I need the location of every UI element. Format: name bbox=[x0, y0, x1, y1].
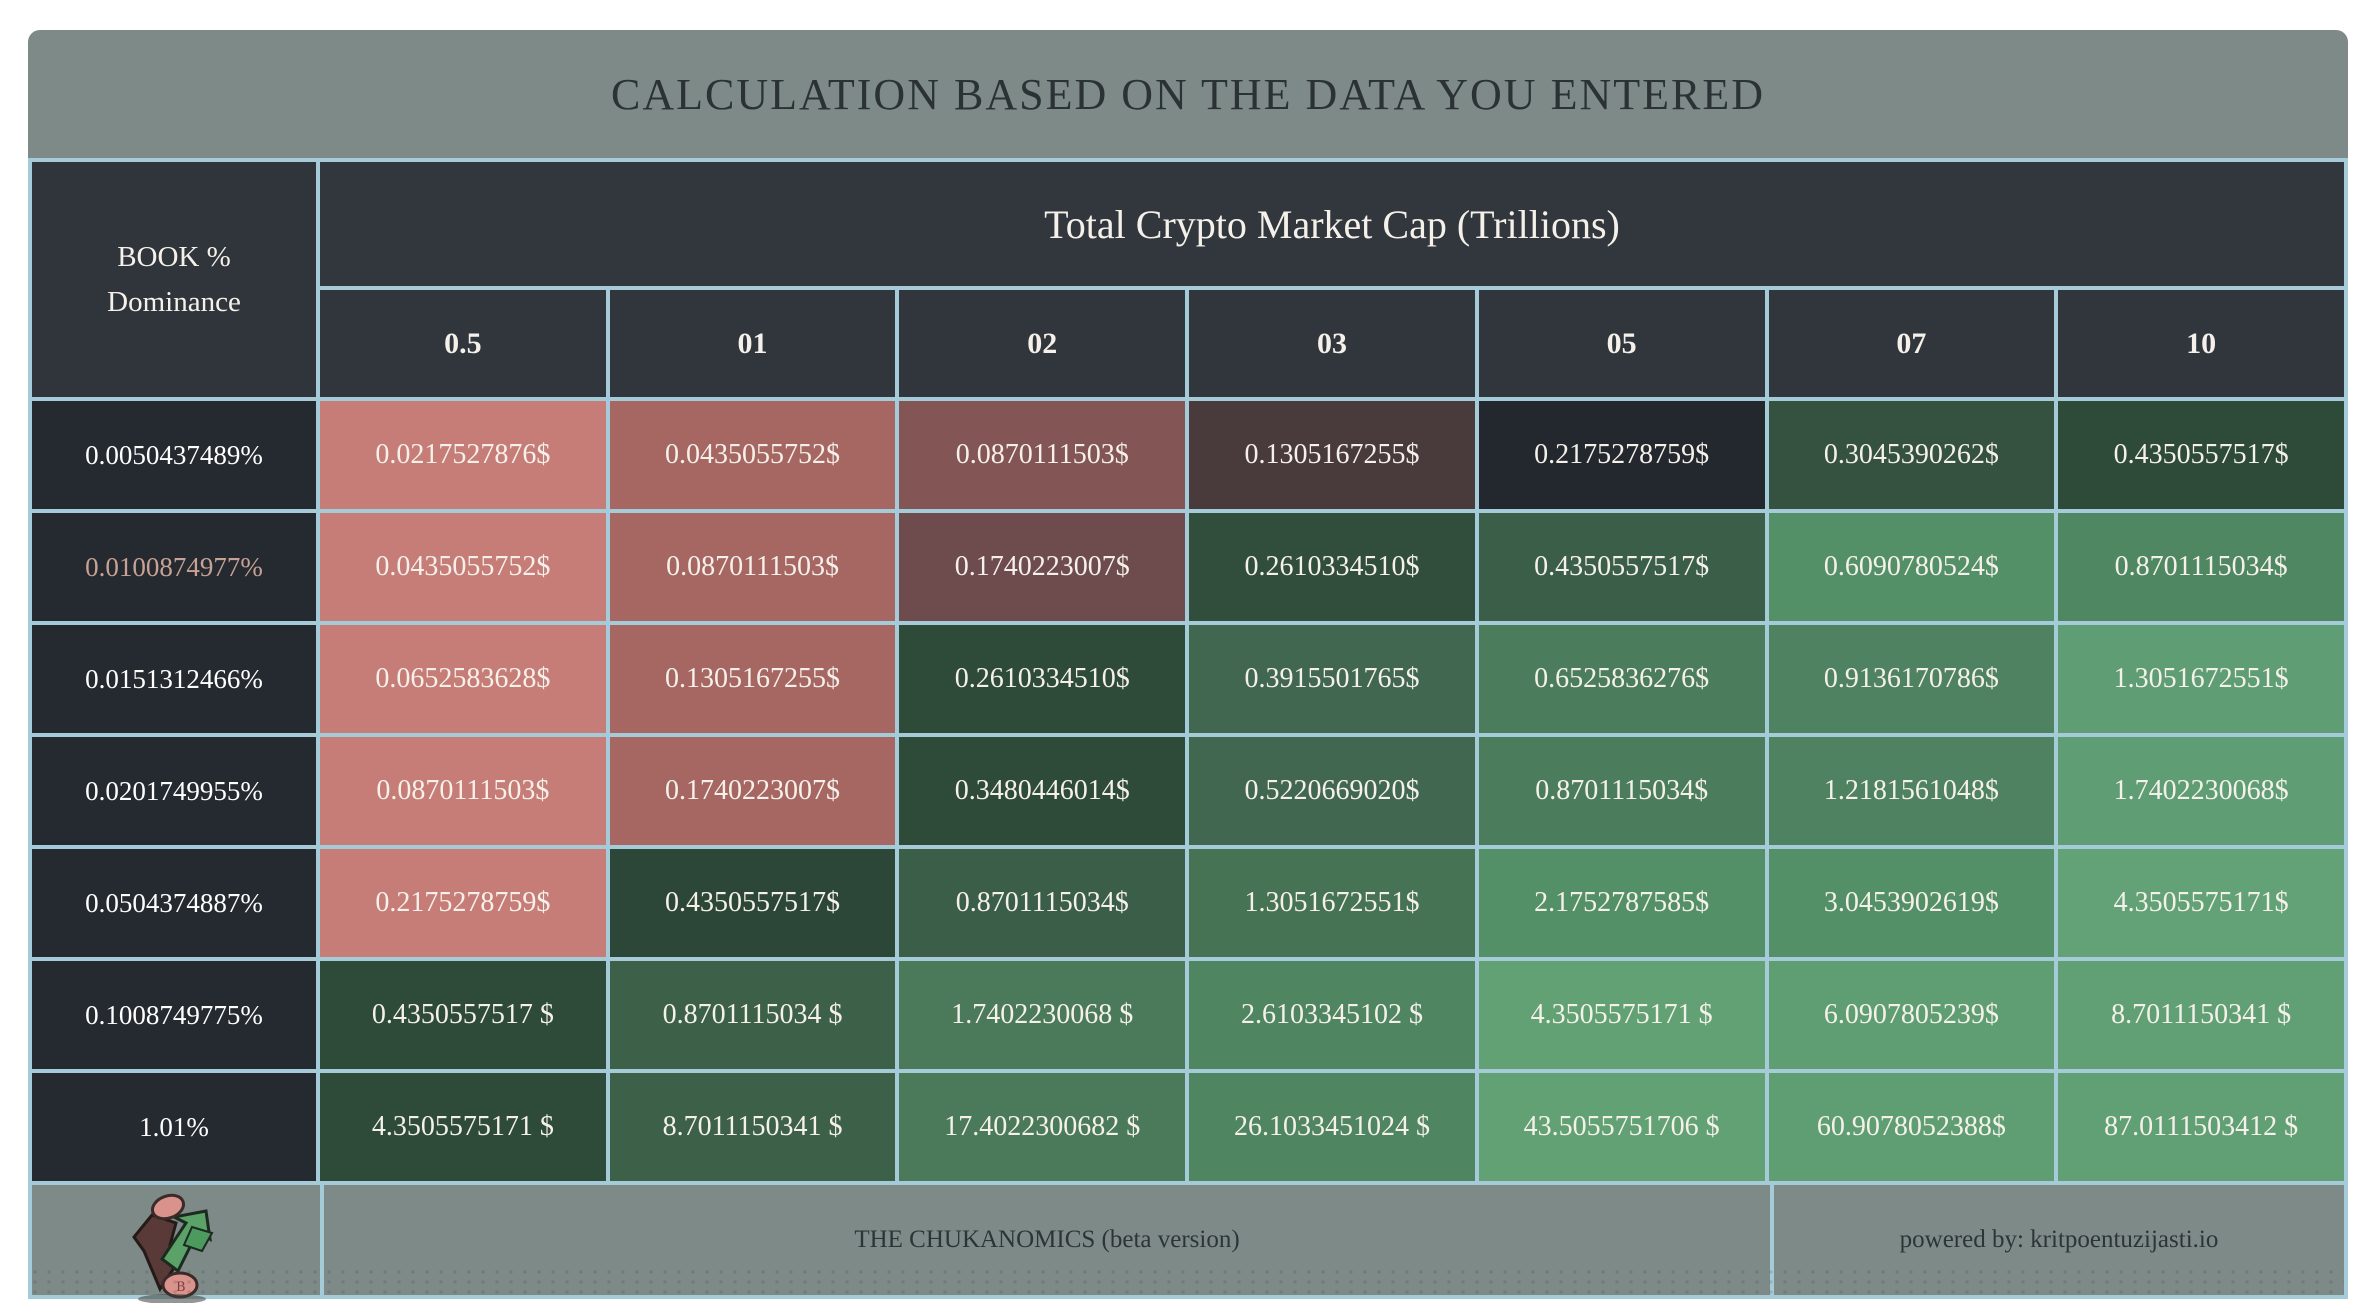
value-cell: 0.4350557517$ bbox=[605, 845, 900, 961]
column-header-05: 05 bbox=[1474, 286, 1769, 401]
value-cell: 0.2175278759$ bbox=[1474, 397, 1769, 513]
value-cell: 0.1305167255$ bbox=[1185, 397, 1479, 513]
value-cell: 0.6090780524$ bbox=[1764, 509, 2059, 625]
value-cell: 2.6103345102 $ bbox=[1185, 957, 1479, 1073]
footer-powered-by-text: powered by: kritpoentuzijasti.io bbox=[1899, 1226, 2219, 1253]
table-row: 0.0100874977% 0.0435055752$ 0.0870111503$ 0… bbox=[28, 509, 2348, 625]
value-cell: 0.8701115034$ bbox=[2054, 509, 2348, 625]
value-cell: 0.3915501765$ bbox=[1185, 621, 1479, 737]
value-cell: 17.4022300682 $ bbox=[895, 1069, 1190, 1185]
value-cell: 0.8701115034$ bbox=[1474, 733, 1769, 849]
value-cell: 0.3480446014$ bbox=[895, 733, 1190, 849]
value-cell: 87.0111503412 $ bbox=[2054, 1069, 2348, 1185]
title-bar: CALCULATION BASED ON THE DATA YOU ENTERE… bbox=[28, 30, 2348, 158]
value-cell: 8.7011150341 $ bbox=[2054, 957, 2348, 1073]
corner-header-book-dominance: BOOK % Dominance bbox=[28, 158, 320, 401]
column-header-row: 0.5 01 02 03 05 07 10 bbox=[30, 286, 2348, 401]
mascot-arrows-coins-icon: B bbox=[132, 1193, 214, 1303]
value-cell: 4.3505575171 $ bbox=[1474, 957, 1769, 1073]
column-header-03: 03 bbox=[1185, 286, 1479, 401]
row-label: 0.0151312466% bbox=[28, 621, 320, 737]
row-label: 0.0100874977% bbox=[28, 509, 320, 625]
value-cell: 0.1305167255$ bbox=[605, 621, 900, 737]
column-header-07: 07 bbox=[1764, 286, 2059, 401]
footer-powered-cell: powered by: kritpoentuzijasti.io bbox=[1774, 1185, 2344, 1295]
value-cell: 0.1740223007$ bbox=[605, 733, 900, 849]
table-row: 0.0050437489% 0.0217527876$ 0.0435055752$ 0… bbox=[28, 397, 2348, 513]
value-cell: 0.0435055752$ bbox=[605, 397, 900, 513]
value-cell: 6.0907805239$ bbox=[1764, 957, 2059, 1073]
value-cell: 1.2181561048$ bbox=[1764, 733, 2059, 849]
footer-brand-text: THE CHUKANOMICS (beta version) bbox=[854, 1226, 1240, 1253]
value-cell: 3.0453902619$ bbox=[1764, 845, 2059, 961]
page-title: CALCULATION BASED ON THE DATA YOU ENTERE… bbox=[611, 69, 1765, 119]
row-label: 0.1008749775% bbox=[28, 957, 320, 1073]
value-cell: 0.0435055752$ bbox=[316, 509, 610, 625]
value-cell: 0.9136170786$ bbox=[1764, 621, 2059, 737]
value-cell: 0.4350557517$ bbox=[2054, 397, 2348, 513]
column-header-02: 02 bbox=[895, 286, 1190, 401]
column-header-0.5: 0.5 bbox=[316, 286, 610, 401]
value-cell: 0.1740223007$ bbox=[895, 509, 1190, 625]
value-cell: 0.0652583628$ bbox=[316, 621, 610, 737]
row-label: 0.0504374887% bbox=[28, 845, 320, 961]
results-table: BOOK % Dominance Total Crypto Market Cap… bbox=[28, 158, 2348, 1185]
svg-text:B: B bbox=[176, 1280, 186, 1295]
value-cell: 0.0870111503$ bbox=[605, 509, 900, 625]
group-header-row: BOOK % Dominance Total Crypto Market Cap… bbox=[28, 158, 2348, 401]
value-cell: 26.1033451024 $ bbox=[1185, 1069, 1479, 1185]
value-cell: 4.3505575171$ bbox=[2054, 845, 2348, 961]
value-cell: 0.0870111503$ bbox=[316, 733, 610, 849]
column-header-01: 01 bbox=[605, 286, 900, 401]
value-cell: 0.8701115034 $ bbox=[605, 957, 900, 1073]
value-cell: 0.2175278759$ bbox=[316, 845, 610, 961]
value-cell: 1.7402230068 $ bbox=[895, 957, 1190, 1073]
value-cell: 0.3045390262$ bbox=[1764, 397, 2059, 513]
value-cell: 60.9078052388$ bbox=[1764, 1069, 2059, 1185]
footer-logo-cell: B bbox=[32, 1185, 324, 1303]
table-row: 0.0201749955% 0.0870111503$ 0.1740223007$ 0… bbox=[28, 733, 2348, 849]
table-row: 0.0504374887% 0.2175278759$ 0.4350557517$ 0… bbox=[28, 845, 2348, 961]
value-cell: 0.4350557517 $ bbox=[316, 957, 610, 1073]
value-cell: 1.7402230068$ bbox=[2054, 733, 2348, 849]
value-cell: 0.5220669020$ bbox=[1185, 733, 1479, 849]
column-header-10: 10 bbox=[2054, 286, 2348, 401]
value-cell: 2.1752787585$ bbox=[1474, 845, 1769, 961]
row-label: 1.01% bbox=[28, 1069, 320, 1185]
value-cell: 0.8701115034$ bbox=[895, 845, 1190, 961]
value-cell: 0.4350557517$ bbox=[1474, 509, 1769, 625]
value-cell: 0.6525836276$ bbox=[1474, 621, 1769, 737]
value-cell: 4.3505575171 $ bbox=[316, 1069, 610, 1185]
value-cell: 0.0870111503$ bbox=[895, 397, 1190, 513]
footer-bar: B THE CHUKANOMICS (beta version) powered… bbox=[28, 1185, 2348, 1303]
value-cell: 43.5055751706 $ bbox=[1474, 1069, 1769, 1185]
table-row: 0.1008749775% 0.4350557517 $0.8701115034 … bbox=[28, 957, 2348, 1073]
calculator-panel: CALCULATION BASED ON THE DATA YOU ENTERE… bbox=[28, 30, 2348, 1303]
corner-header-line2: Dominance bbox=[107, 285, 241, 318]
row-label: 0.0050437489% bbox=[28, 397, 320, 513]
value-cell: 0.2610334510$ bbox=[895, 621, 1190, 737]
value-cell: 1.3051672551$ bbox=[2054, 621, 2348, 737]
corner-header-line1: BOOK % bbox=[117, 240, 231, 273]
table-row: 1.01% 4.3505575171 $8.7011150341 $17.4022… bbox=[28, 1069, 2348, 1185]
group-header-market-cap: Total Crypto Market Cap (Trillions) bbox=[316, 158, 2348, 290]
row-label: 0.0201749955% bbox=[28, 733, 320, 849]
value-cell: 0.0217527876$ bbox=[316, 397, 610, 513]
table-row: 0.0151312466% 0.0652583628$ 0.1305167255$ 0… bbox=[28, 621, 2348, 737]
footer-brand-cell: THE CHUKANOMICS (beta version) bbox=[324, 1185, 1774, 1295]
value-cell: 8.7011150341 $ bbox=[605, 1069, 900, 1185]
value-cell: 1.3051672551$ bbox=[1185, 845, 1479, 961]
value-cell: 0.2610334510$ bbox=[1185, 509, 1479, 625]
